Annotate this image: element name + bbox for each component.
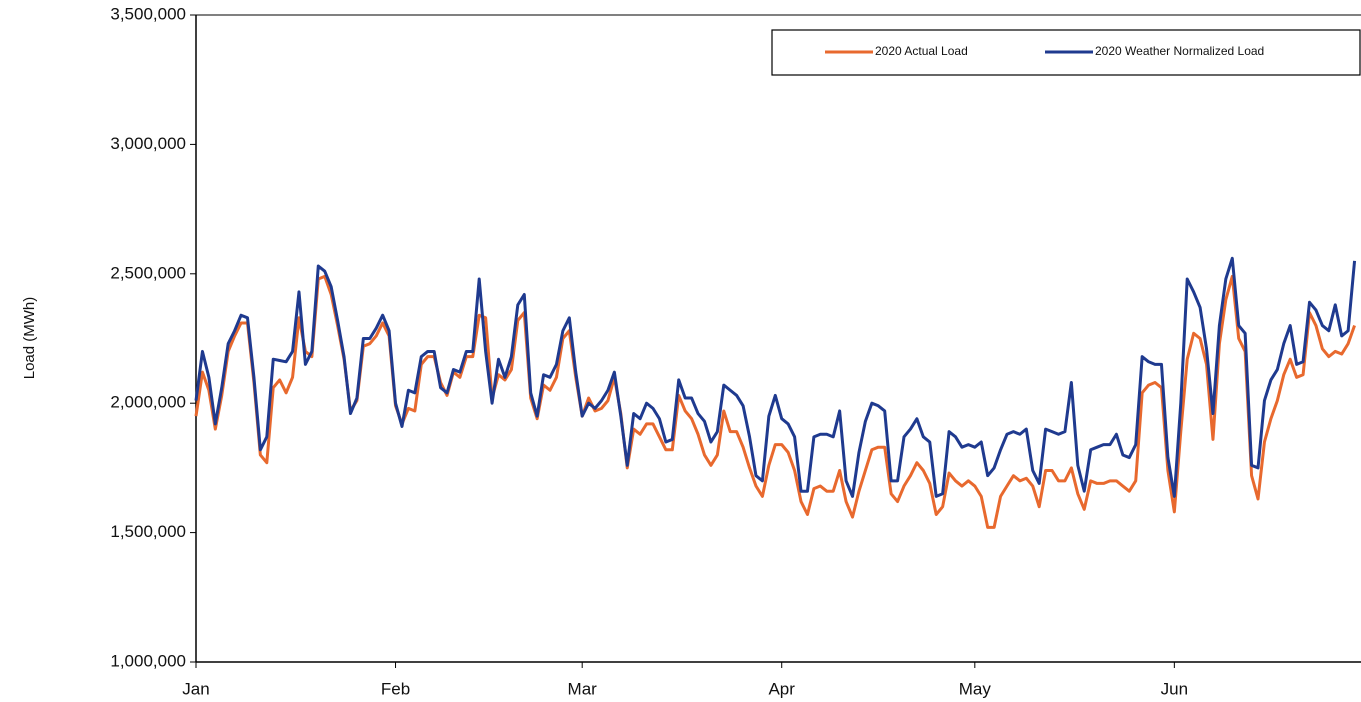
y-tick-label: 3,500,000 xyxy=(110,4,186,23)
y-tick-label: 2,000,000 xyxy=(110,393,186,412)
series-line xyxy=(194,256,1357,498)
x-tick-label: May xyxy=(959,679,992,698)
y-tick-label: 1,500,000 xyxy=(110,522,186,541)
y-tick-label: 2,500,000 xyxy=(110,263,186,282)
legend-label: 2020 Actual Load xyxy=(875,44,968,58)
legend: 2020 Actual Load 2020 Weather Normalized … xyxy=(771,29,1361,76)
y-tick-label: 1,000,000 xyxy=(110,651,186,670)
x-tick-label: Jun xyxy=(1161,679,1188,698)
x-tick-label: Feb xyxy=(381,679,410,698)
y-tick-label: 3,000,000 xyxy=(110,134,186,153)
y-axis-label: Load (MWh) xyxy=(21,297,38,380)
x-tick-label: Jan xyxy=(182,679,209,698)
x-tick-label: Apr xyxy=(768,679,795,698)
legend-label: 2020 Weather Normalized Load xyxy=(1095,44,1264,58)
x-tick-label: Mar xyxy=(568,679,598,698)
